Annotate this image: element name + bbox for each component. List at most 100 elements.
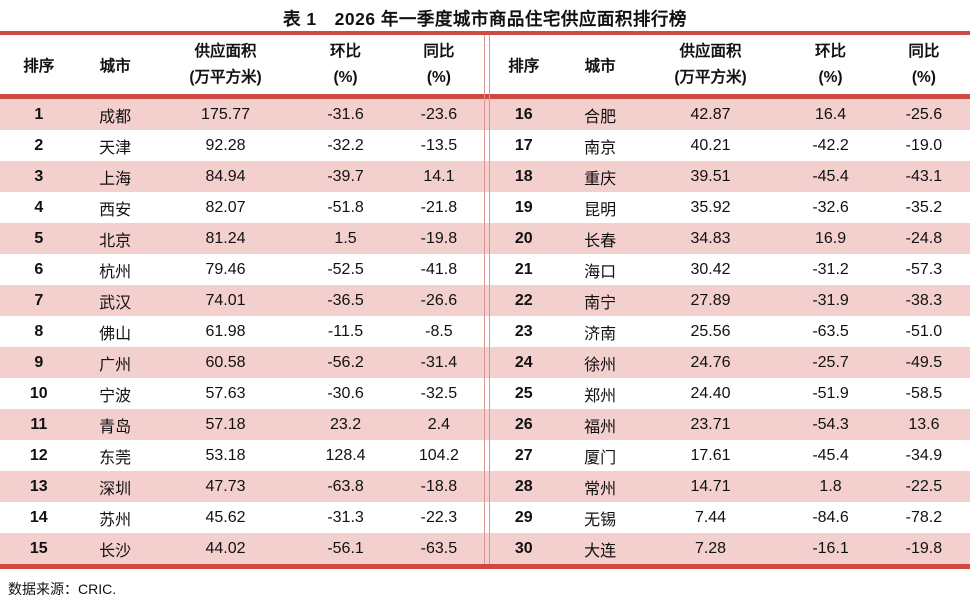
area-cell: 45.62 bbox=[205, 508, 246, 526]
city-cell: 大连 bbox=[584, 542, 617, 560]
mom-cell: -31.3 bbox=[327, 508, 364, 526]
ranking-tables: 排序 城市 供应面积 (万平方米) 环比 (%) 同比 (%) 排序 城市 bbox=[0, 35, 970, 564]
area-cell: 35.92 bbox=[690, 198, 731, 216]
col-header-rank: 排序 bbox=[23, 57, 55, 75]
mom-cell: -31.2 bbox=[812, 260, 849, 278]
area-cell: 44.02 bbox=[205, 539, 246, 557]
table-row: 24 徐州 24.76 -25.7 -49.5 bbox=[485, 347, 970, 378]
yoy-cell: -32.5 bbox=[420, 384, 458, 402]
yoy-cell: -34.9 bbox=[905, 446, 943, 464]
col-header-area-line2: (万平方米) bbox=[189, 68, 262, 86]
rank-cell: 11 bbox=[30, 415, 48, 433]
city-cell: 南宁 bbox=[584, 294, 617, 312]
mom-cell: -45.4 bbox=[812, 446, 849, 464]
city-cell: 西安 bbox=[99, 201, 132, 219]
table-row: 3 上海 84.94 -39.7 14.1 bbox=[0, 161, 485, 192]
city-cell: 青岛 bbox=[99, 418, 132, 436]
city-cell: 无锡 bbox=[584, 511, 617, 529]
mom-cell: -25.7 bbox=[812, 353, 849, 371]
yoy-cell: -25.6 bbox=[905, 105, 943, 123]
col-header-yoy-line2: (%) bbox=[426, 68, 451, 86]
col-header-rank: 排序 bbox=[508, 57, 540, 75]
rank-cell: 3 bbox=[34, 167, 44, 185]
city-cell: 天津 bbox=[99, 139, 132, 157]
col-header-mom-line1: 环比 bbox=[330, 42, 362, 60]
city-cell: 厦门 bbox=[584, 449, 617, 467]
rank-cell: 23 bbox=[514, 322, 533, 340]
mom-cell: -32.2 bbox=[327, 136, 364, 154]
area-cell: 84.94 bbox=[205, 167, 246, 185]
yoy-cell: -63.5 bbox=[420, 539, 458, 557]
col-header-city: 城市 bbox=[99, 57, 131, 75]
area-cell: 24.40 bbox=[690, 384, 731, 402]
rank-cell: 2 bbox=[34, 136, 44, 154]
left-table-body: 1 成都 175.77 -31.6 -23.6 2 天津 92.28 -32.2 -13.5 3 上海… bbox=[0, 99, 485, 564]
yoy-cell: 104.2 bbox=[418, 446, 459, 464]
col-header-mom: 环比 (%) bbox=[298, 39, 393, 91]
rank-cell: 13 bbox=[29, 477, 48, 495]
city-cell: 福州 bbox=[584, 418, 617, 436]
mom-cell: 128.4 bbox=[325, 446, 366, 464]
city-cell: 深圳 bbox=[99, 480, 132, 498]
city-cell: 北京 bbox=[99, 232, 132, 250]
table-row: 23 济南 25.56 -63.5 -51.0 bbox=[485, 316, 970, 347]
city-cell: 成都 bbox=[99, 108, 132, 126]
table-row: 5 北京 81.24 1.5 -19.8 bbox=[0, 223, 485, 254]
area-cell: 57.18 bbox=[205, 415, 246, 433]
city-cell: 上海 bbox=[99, 170, 132, 188]
area-cell: 81.24 bbox=[205, 229, 246, 247]
col-header-mom: 环比 (%) bbox=[783, 39, 878, 91]
yoy-cell: -19.8 bbox=[905, 539, 943, 557]
area-cell: 53.18 bbox=[205, 446, 246, 464]
rank-cell: 15 bbox=[29, 539, 48, 557]
rank-cell: 29 bbox=[514, 508, 533, 526]
area-cell: 92.28 bbox=[205, 136, 246, 154]
header-band: 排序 城市 供应面积 (万平方米) 环比 (%) 同比 (%) 排序 城市 bbox=[0, 35, 970, 94]
table-row: 4 西安 82.07 -51.8 -21.8 bbox=[0, 192, 485, 223]
rank-cell: 4 bbox=[34, 198, 44, 216]
area-cell: 25.56 bbox=[690, 322, 731, 340]
city-cell: 郑州 bbox=[584, 387, 617, 405]
city-cell: 长春 bbox=[584, 232, 617, 250]
table-row: 28 常州 14.71 1.8 -22.5 bbox=[485, 471, 970, 502]
rank-cell: 18 bbox=[514, 167, 533, 185]
col-header-mom-line2: (%) bbox=[333, 68, 358, 86]
rank-cell: 17 bbox=[514, 136, 533, 154]
city-cell: 南京 bbox=[584, 139, 617, 157]
area-cell: 23.71 bbox=[690, 415, 731, 433]
mom-cell: 1.8 bbox=[819, 477, 842, 495]
rank-cell: 9 bbox=[34, 353, 44, 371]
yoy-cell: -58.5 bbox=[905, 384, 943, 402]
table-row: 18 重庆 39.51 -45.4 -43.1 bbox=[485, 161, 970, 192]
area-cell: 47.73 bbox=[205, 477, 246, 495]
rank-cell: 1 bbox=[34, 105, 44, 123]
table-row: 7 武汉 74.01 -36.5 -26.6 bbox=[0, 285, 485, 316]
area-cell: 30.42 bbox=[690, 260, 731, 278]
table-title: 表 1 2026 年一季度城市商品住宅供应面积排行榜 bbox=[283, 9, 687, 29]
table-row: 27 厦门 17.61 -45.4 -34.9 bbox=[485, 440, 970, 471]
rank-cell: 7 bbox=[34, 291, 44, 309]
rank-cell: 22 bbox=[514, 291, 533, 309]
rank-cell: 12 bbox=[29, 446, 48, 464]
city-cell: 合肥 bbox=[584, 108, 617, 126]
area-cell: 14.71 bbox=[690, 477, 731, 495]
mom-cell: 16.9 bbox=[814, 229, 847, 247]
table-row: 19 昆明 35.92 -32.6 -35.2 bbox=[485, 192, 970, 223]
table-row: 9 广州 60.58 -56.2 -31.4 bbox=[0, 347, 485, 378]
mom-cell: 23.2 bbox=[329, 415, 362, 433]
yoy-cell: -21.8 bbox=[420, 198, 458, 216]
area-cell: 40.21 bbox=[690, 136, 731, 154]
table-row: 15 长沙 44.02 -56.1 -63.5 bbox=[0, 533, 485, 564]
city-cell: 广州 bbox=[99, 356, 132, 374]
col-header-yoy-line1: 同比 bbox=[908, 42, 940, 60]
right-table-header: 排序 城市 供应面积 (万平方米) 环比 (%) 同比 (%) bbox=[485, 35, 970, 94]
rows-band: 1 成都 175.77 -31.6 -23.6 2 天津 92.28 -32.2 -13.5 3 上海… bbox=[0, 99, 970, 564]
rank-cell: 28 bbox=[514, 477, 533, 495]
col-header-yoy-line2: (%) bbox=[911, 68, 936, 86]
yoy-cell: 2.4 bbox=[427, 415, 451, 433]
mom-cell: -31.9 bbox=[812, 291, 849, 309]
rank-cell: 21 bbox=[514, 260, 533, 278]
table-row: 10 宁波 57.63 -30.6 -32.5 bbox=[0, 378, 485, 409]
mom-cell: -36.5 bbox=[327, 291, 364, 309]
